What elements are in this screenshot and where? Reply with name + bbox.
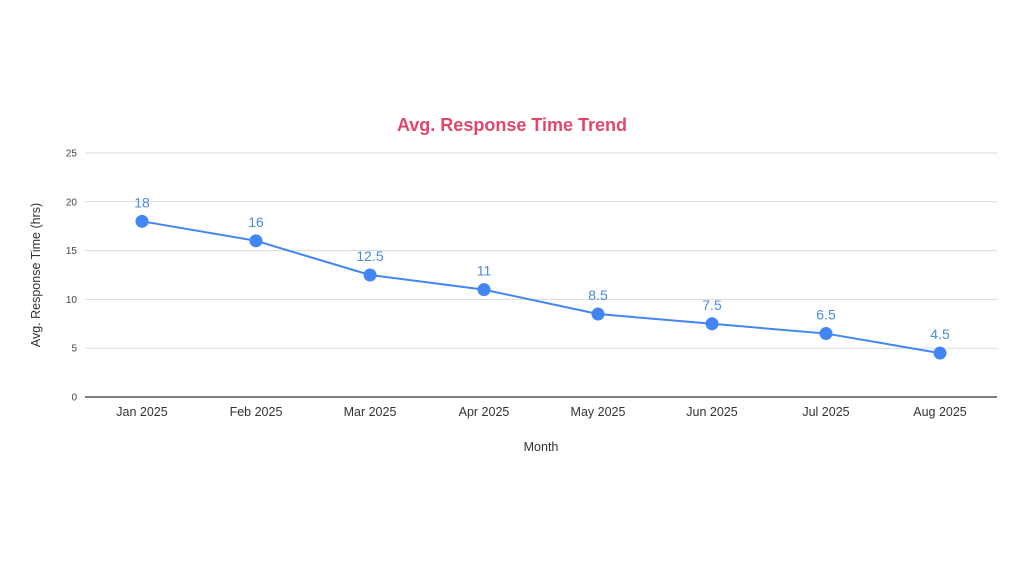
y-tick-label: 20	[66, 197, 78, 208]
x-tick-label: Apr 2025	[459, 405, 510, 419]
data-label: 6.5	[816, 307, 836, 323]
data-label: 12.5	[356, 248, 383, 264]
data-label: 7.5	[702, 297, 722, 313]
x-tick-label: Feb 2025	[230, 405, 283, 419]
data-point[interactable]	[477, 283, 491, 297]
data-label: 4.5	[930, 326, 950, 342]
data-point[interactable]	[591, 307, 605, 321]
x-tick-label: May 2025	[571, 405, 626, 419]
y-tick-label: 5	[71, 344, 77, 355]
data-point[interactable]	[819, 327, 833, 341]
data-label: 8.5	[588, 287, 608, 303]
data-labels: 18 16 12.5 11 8.5 7.5 6.5 4.5	[134, 194, 950, 342]
series-line	[141, 220, 941, 355]
x-tick-label: Jun 2025	[686, 405, 737, 419]
data-point[interactable]	[135, 214, 149, 228]
data-point[interactable]	[363, 268, 377, 282]
data-point[interactable]	[933, 346, 947, 360]
y-tick-label: 0	[71, 393, 77, 404]
x-tick-label: Jul 2025	[802, 405, 849, 419]
y-tick-label: 10	[66, 295, 78, 306]
chart-title: Avg. Response Time Trend	[397, 115, 627, 135]
data-label: 11	[477, 263, 492, 279]
x-tick-label: Mar 2025	[344, 405, 397, 419]
y-axis-label: Avg. Response Time (hrs)	[29, 203, 43, 347]
y-axis-ticks: 0 5 10 15 20 25	[66, 149, 78, 404]
x-axis-ticks: Jan 2025 Feb 2025 Mar 2025 Apr 2025 May 2025…	[116, 405, 967, 419]
x-tick-label: Aug 2025	[913, 405, 967, 419]
data-point[interactable]	[249, 234, 263, 248]
y-tick-label: 25	[66, 149, 78, 160]
data-point[interactable]	[705, 317, 719, 331]
data-label: 16	[248, 214, 264, 230]
gridlines	[85, 152, 997, 398]
x-tick-label: Jan 2025	[116, 405, 167, 419]
y-tick-label: 15	[66, 246, 78, 257]
x-axis-label: Month	[524, 440, 559, 454]
data-label: 18	[134, 194, 150, 210]
series-layer	[135, 214, 947, 360]
